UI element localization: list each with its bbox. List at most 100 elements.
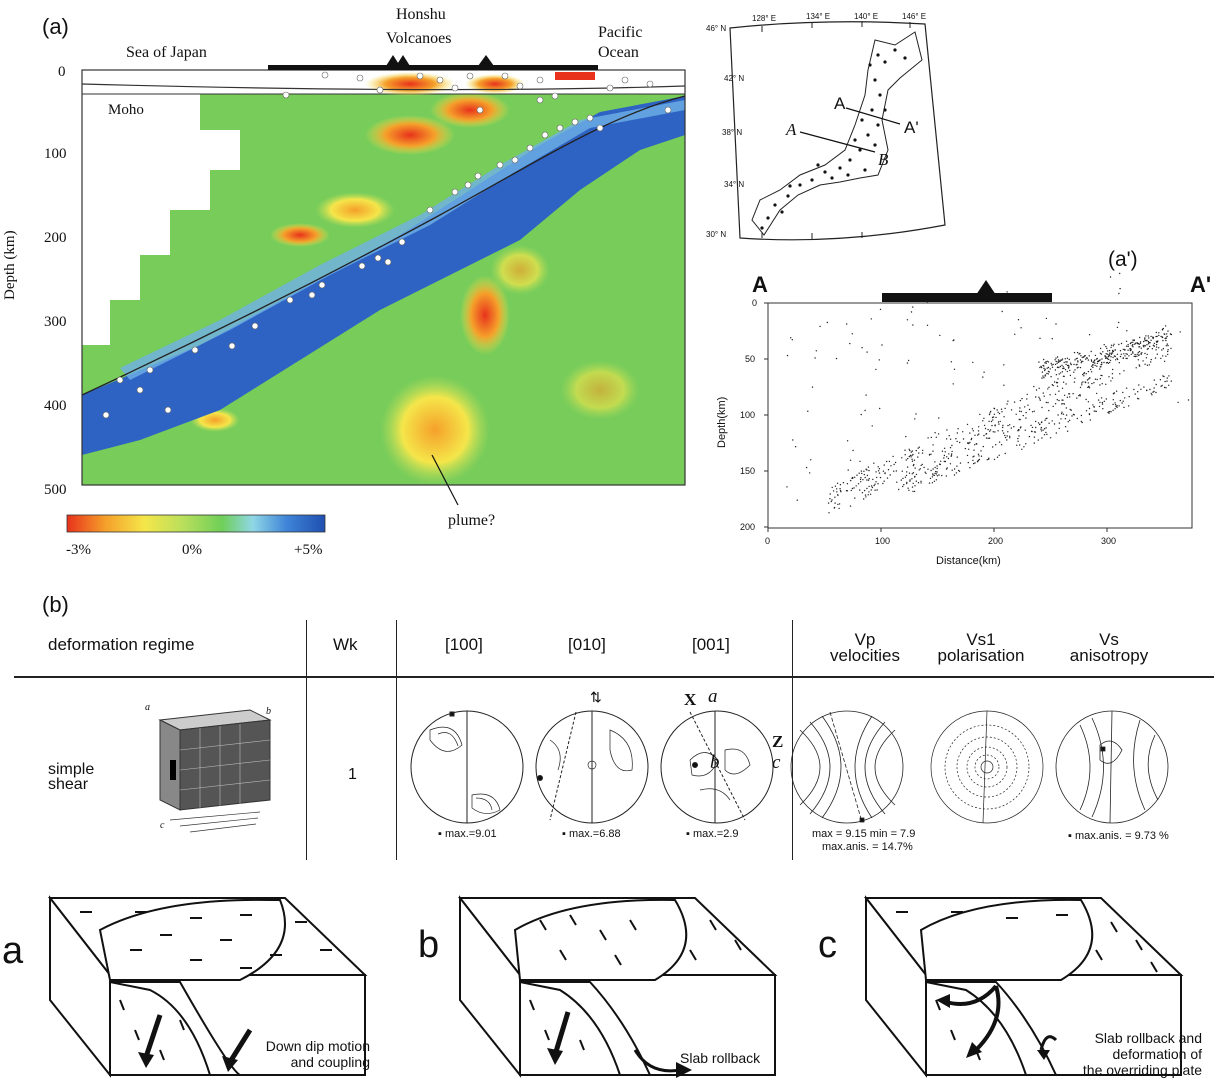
quake-point <box>933 480 936 482</box>
quake-point <box>987 428 989 431</box>
quake-point <box>1051 338 1053 340</box>
quake-point <box>1134 355 1137 358</box>
quake-point <box>860 477 862 479</box>
quake-point <box>829 498 831 500</box>
quake-point <box>836 488 838 490</box>
quake-point <box>1047 373 1049 375</box>
quake-point <box>993 458 996 461</box>
quake-point <box>834 502 836 504</box>
quake-point <box>1074 359 1076 361</box>
quake-point <box>1112 399 1114 401</box>
scenario-letter-a: a <box>2 930 24 972</box>
ocean-label: Ocean <box>598 44 639 61</box>
quake-point <box>1040 430 1043 432</box>
quake-point <box>877 483 879 485</box>
plume-anomaly <box>380 375 490 485</box>
quake-point <box>1146 344 1148 346</box>
quake-point <box>1112 345 1115 347</box>
quake-point <box>846 490 849 492</box>
quake-point <box>1017 429 1019 432</box>
quake-point <box>1077 366 1079 368</box>
quake-point <box>851 333 853 335</box>
quake-point <box>988 437 991 439</box>
quake-point <box>1163 375 1165 378</box>
quake-point <box>1126 330 1128 332</box>
quake-point <box>1103 344 1105 346</box>
quake-point <box>839 488 841 490</box>
quake-point <box>1004 407 1006 410</box>
quake-point <box>1155 331 1157 334</box>
quake-point <box>1153 387 1155 389</box>
quake-point <box>1048 422 1050 424</box>
quake-point <box>1085 398 1087 401</box>
lon-label-146: 146° E <box>902 12 927 21</box>
quake-point <box>909 479 911 481</box>
quake-point <box>908 472 911 474</box>
quake-point <box>1088 387 1091 389</box>
quake-point <box>938 417 940 419</box>
quake-point <box>979 413 981 416</box>
quake-point <box>1089 419 1091 421</box>
quake-point <box>1088 407 1091 410</box>
quake-point <box>879 476 882 479</box>
quake-point <box>973 455 975 457</box>
quake-point <box>850 489 852 492</box>
quake-point <box>955 472 958 474</box>
caption-a-line1: Down dip motion <box>265 1038 370 1054</box>
quake-point <box>1085 358 1087 360</box>
quake-point <box>1123 353 1125 355</box>
quake-point <box>1167 353 1169 356</box>
max-100: ▪ max.=9.01 <box>438 828 497 840</box>
quake-point <box>1056 362 1058 365</box>
vs-stats: ▪ max.anis. = 9.73 % <box>1068 830 1169 842</box>
section-line-aa <box>845 107 901 125</box>
quake-point <box>1129 342 1132 345</box>
quake-point <box>1096 360 1099 363</box>
quake-point <box>894 461 897 464</box>
quake-point <box>1067 367 1070 369</box>
map-label-a: A <box>834 94 846 113</box>
quake-point <box>905 474 908 477</box>
quake-point <box>1044 374 1047 376</box>
quake-point <box>1086 357 1088 359</box>
quake-point <box>1123 406 1125 409</box>
quake-point <box>837 503 839 506</box>
quake-point <box>896 481 898 483</box>
quake-point <box>1155 343 1158 346</box>
quake-point <box>1144 337 1146 339</box>
honshu-bar <box>268 65 598 70</box>
quake-point <box>1007 424 1009 427</box>
quake-point <box>866 487 868 490</box>
quake-point <box>860 481 862 483</box>
quake-point <box>1055 360 1057 363</box>
lat-label-46: 46° N <box>706 24 727 33</box>
quake-point <box>912 324 914 326</box>
quake-point <box>1099 378 1101 380</box>
quake-point <box>932 468 934 470</box>
quake-point <box>874 483 876 485</box>
quake-point <box>993 413 996 415</box>
quake-point <box>1094 362 1096 364</box>
quake-point <box>859 489 861 491</box>
quake-point <box>959 462 962 464</box>
quake-point <box>1076 351 1079 354</box>
stereonet-vp <box>790 710 904 824</box>
quake-point <box>861 472 863 475</box>
quake-point <box>911 473 913 475</box>
quake-point <box>1045 317 1048 320</box>
quake-point <box>991 424 993 427</box>
quake-point <box>1049 394 1051 396</box>
quake-point <box>1140 353 1142 356</box>
quake-point <box>870 485 873 487</box>
quake-point <box>1030 424 1032 427</box>
max-001-text: max.=2.9 <box>692 828 739 840</box>
stereonet-010: ⇅ <box>535 690 649 824</box>
quake-point <box>908 455 910 458</box>
quake-point <box>1019 407 1021 409</box>
quake-point <box>1069 362 1072 364</box>
quake-point <box>1114 349 1116 351</box>
quake-point <box>1110 411 1112 413</box>
lon-label-128: 128° E <box>752 14 777 23</box>
header-vs1: Vs1 polarisation <box>926 631 1036 664</box>
rollback-arrow-icon <box>633 1049 681 1073</box>
